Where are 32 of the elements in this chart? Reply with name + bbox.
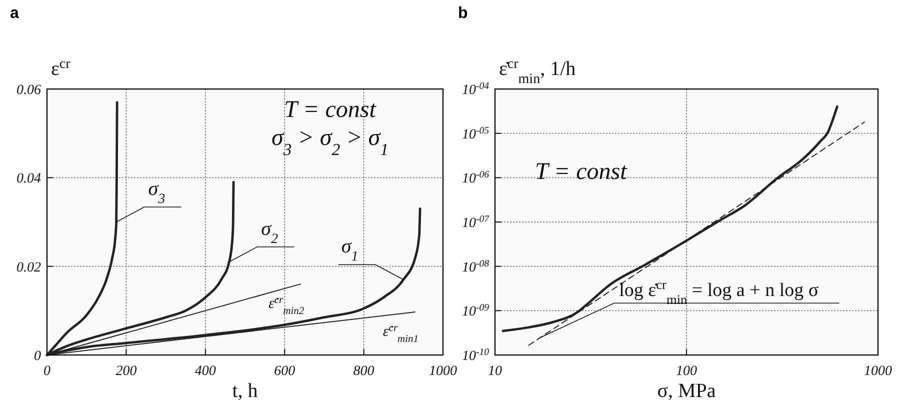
y-tick-label: 10$^{-10}$ <box>462 346 490 364</box>
annotation: T = const <box>284 97 378 123</box>
x-tick-label: 800 <box>353 364 374 379</box>
text: σ$_{1}$ <box>341 236 358 264</box>
x-tick-label: 100 <box>676 364 697 379</box>
y-tick-label: 10$^{-06}$ <box>462 169 490 187</box>
chart-title: b <box>458 5 468 22</box>
x-tick-label: 10 <box>488 364 502 379</box>
x-tick-label: 600 <box>274 364 296 379</box>
x-tick-label: 200 <box>116 364 137 379</box>
annotation: T = const <box>535 159 628 185</box>
chart-title: a <box>10 5 19 22</box>
x-tick-label: 1000 <box>429 364 457 379</box>
x-axis-title: σ, MPa <box>657 380 716 402</box>
x-tick-label: 400 <box>194 364 216 379</box>
x-tick-label: 0 <box>44 364 50 379</box>
y-axis-title: ε̇$^{cr}$$_{min}$, 1/h <box>499 56 576 86</box>
annotation: σ$_{3}$ > σ$_{2}$ > σ$_{1}$ <box>271 125 389 158</box>
y-tick-label: 0.06 <box>16 83 41 98</box>
series-label: σ$_{3}$ <box>148 178 166 206</box>
y-axis-title: ε$^{cr}$ <box>51 56 71 80</box>
y-tick-label: 0.02 <box>16 260 41 276</box>
y-tick-label: 10$^{-05}$ <box>462 124 490 142</box>
y-tick-label: 0.04 <box>16 172 41 187</box>
y-tick-label: 10$^{-07}$ <box>462 214 490 231</box>
y-tick-label: 10$^{-08}$ <box>462 258 490 276</box>
y-tick-label: 0 <box>34 349 41 364</box>
x-tick-label: 1000 <box>864 364 892 379</box>
series-label: σ$_{2}$ <box>261 218 278 246</box>
y-tick-label: 10$^{-04}$ <box>462 80 490 98</box>
x-axis-title: t, h <box>232 380 258 402</box>
y-tick-label: 10$^{-09}$ <box>462 302 490 320</box>
